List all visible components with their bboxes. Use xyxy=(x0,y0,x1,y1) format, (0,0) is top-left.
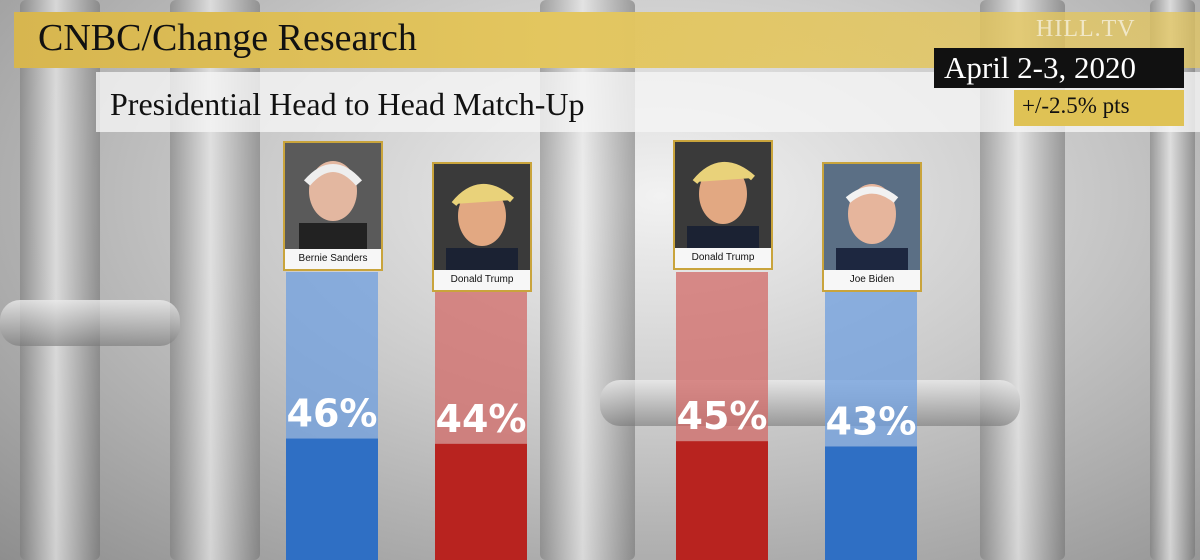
margin-of-error: +/-2.5% pts xyxy=(1022,93,1130,118)
bar-value-label: 43% xyxy=(826,399,917,443)
candidate-card: Donald Trump xyxy=(673,140,773,270)
chart-title: CNBC/Change Research xyxy=(38,17,417,59)
bar-1 xyxy=(435,443,527,560)
watermark-logo: HILL.TV xyxy=(1036,16,1136,42)
poll-date: April 2-3, 2020 xyxy=(944,50,1137,85)
margin-of-error-box xyxy=(1014,90,1184,126)
candidate-card: Donald Trump xyxy=(432,162,532,292)
candidate-card: Bernie Sanders xyxy=(283,141,383,271)
background-column-base xyxy=(600,380,1020,426)
bar-value-label: 46% xyxy=(287,392,378,436)
candidate-portrait-icon xyxy=(285,143,381,249)
bar-3 xyxy=(825,446,917,560)
candidate-card: Joe Biden xyxy=(822,162,922,292)
bar-value-label: 45% xyxy=(677,394,768,438)
candidate-name: Donald Trump xyxy=(434,270,530,290)
candidate-portrait-icon xyxy=(824,164,920,270)
candidate-name: Joe Biden xyxy=(824,270,920,290)
candidate-name: Donald Trump xyxy=(675,248,771,268)
chart-subtitle: Presidential Head to Head Match-Up xyxy=(110,86,585,122)
background-column-base xyxy=(0,300,180,346)
candidate-name: Bernie Sanders xyxy=(285,249,381,269)
candidate-portrait-icon xyxy=(434,164,530,270)
background-column xyxy=(20,0,100,560)
bar-2 xyxy=(676,441,768,560)
bar-0 xyxy=(286,438,378,560)
bar-value-label: 44% xyxy=(436,397,527,441)
date-box xyxy=(934,48,1184,88)
candidate-portrait-icon xyxy=(675,142,771,248)
